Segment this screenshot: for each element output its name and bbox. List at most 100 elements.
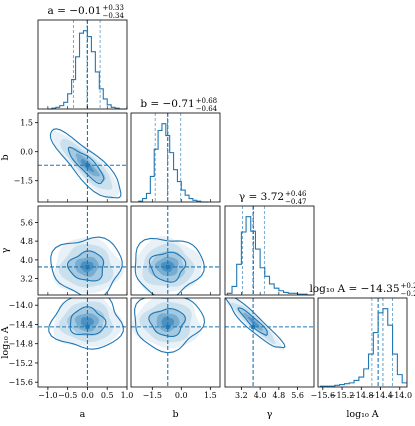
title-0: a = −0.01 xyxy=(48,5,102,17)
y-tick-label: 4.8 xyxy=(20,237,33,246)
contour-line xyxy=(225,298,286,349)
contour-line xyxy=(148,307,186,338)
histogram-step-line xyxy=(226,216,312,296)
x-axis-3: −15.6−15.2−14.8−14.4−14.0 log₁₀ A xyxy=(311,387,412,420)
scatter-panel-a-log₁₀ A xyxy=(37,297,128,388)
scatter-panel-a-γ xyxy=(37,205,128,296)
y-axis-label-2: γ xyxy=(0,247,11,253)
y-axis-1: −1.5 0.0 1.5 b xyxy=(0,119,38,186)
x-tick-label: −15.2 xyxy=(330,391,355,400)
contour-line xyxy=(134,237,205,295)
x-tick-label: −15.6 xyxy=(311,391,336,400)
density-layer xyxy=(38,298,127,387)
x-axis-label-3: log₁₀ A xyxy=(346,409,378,420)
x-tick-label: 4.0 xyxy=(254,391,267,400)
x-tick-label: −14.4 xyxy=(368,391,393,400)
truth-marker xyxy=(85,264,90,269)
y-axis-label-1: b xyxy=(0,154,11,160)
contour-line xyxy=(50,236,123,295)
x-tick-label: −1.5 xyxy=(143,391,162,400)
title-lower-error: −0.64 xyxy=(196,105,218,113)
x-axis-1: −1.5 0.0 1.5 b xyxy=(143,199,217,420)
scatter-panel-γ-log₁₀ A xyxy=(224,297,315,388)
y-tick-label: −15.2 xyxy=(8,359,33,368)
title-lower-error: −0.47 xyxy=(285,198,306,206)
y-tick-label: 3.2 xyxy=(20,275,33,284)
y-tick-label: −15.6 xyxy=(8,378,33,387)
y-tick-label: 4.0 xyxy=(20,256,33,265)
x-axis-0: −1.0 −0.5 0.0 0.5 1.0 a xyxy=(38,106,133,420)
x-tick-label: −1.0 xyxy=(38,391,57,400)
contour-line xyxy=(49,128,122,199)
panel-frame xyxy=(130,205,221,296)
density-fill xyxy=(161,316,175,328)
y-axis-label-3: log₁₀ A xyxy=(0,326,11,358)
y-tick-label: −1.5 xyxy=(14,177,33,186)
histogram-panel-2: γ = 3.72 +0.46−0.47 xyxy=(224,190,315,296)
scatter-panel-b-log₁₀ A xyxy=(130,297,221,388)
panel-frame xyxy=(224,205,315,296)
truth-marker xyxy=(165,324,170,329)
truth-marker xyxy=(85,163,90,168)
panel-frame xyxy=(130,112,221,203)
y-axis-3: −15.6 −15.2 −14.8 −14.4 −14.0 log₁₀ A xyxy=(0,301,38,387)
panel-frame xyxy=(224,297,315,388)
density-fill xyxy=(247,316,259,327)
panel-frame xyxy=(37,297,128,388)
title-lower-error: −0.23 xyxy=(401,290,415,298)
title-lower-error: −0.34 xyxy=(102,12,124,20)
y-tick-label: 5.6 xyxy=(20,218,33,227)
histogram-step-line xyxy=(138,123,209,203)
panel-frame xyxy=(37,19,128,110)
title-1: b = −0.71 xyxy=(140,98,194,110)
y-tick-label: 0.0 xyxy=(20,148,33,157)
x-tick-label: −0.5 xyxy=(58,391,77,400)
density-layer xyxy=(131,298,220,387)
title-upper-error: +0.33 xyxy=(102,4,123,12)
contour-line xyxy=(67,146,105,185)
x-tick-label: 5.6 xyxy=(291,391,304,400)
density-layer xyxy=(225,298,314,387)
contour-line xyxy=(237,307,268,336)
histogram-panel-0: a = −0.01 +0.33−0.34 xyxy=(37,4,128,110)
x-tick-label: −14.8 xyxy=(349,391,374,400)
title-3: log₁₀ A = −14.35 xyxy=(309,283,399,295)
panel-frame xyxy=(37,205,128,296)
x-tick-label: 0.0 xyxy=(81,391,94,400)
x-axis-2: 3.2 4.0 4.8 5.6 γ xyxy=(235,292,304,420)
x-tick-label: 0.0 xyxy=(175,391,188,400)
density-layer xyxy=(38,206,127,295)
contour-line xyxy=(48,298,124,350)
x-tick-label: 4.8 xyxy=(273,391,286,400)
title-2: γ = 3.72 xyxy=(239,191,284,203)
x-tick-label: 3.2 xyxy=(235,391,248,400)
y-axis-2: 3.2 4.0 4.8 5.6 γ xyxy=(0,218,38,284)
panel-frame xyxy=(37,112,128,203)
density-layer xyxy=(131,206,220,295)
truth-marker xyxy=(165,264,170,269)
x-axis-label-0: a xyxy=(80,409,86,420)
x-tick-label: −14.0 xyxy=(388,391,413,400)
x-tick-label: 0.5 xyxy=(101,391,114,400)
y-tick-label: −14.0 xyxy=(8,301,33,310)
x-tick-label: 1.5 xyxy=(204,391,217,400)
x-axis-label-2: γ xyxy=(267,409,273,420)
truth-marker xyxy=(85,324,90,329)
x-tick-label: 1.0 xyxy=(121,391,134,400)
y-tick-label: −14.4 xyxy=(8,320,33,329)
title-upper-error: +0.20 xyxy=(401,282,415,290)
contour-line xyxy=(69,306,107,336)
y-tick-label: 1.5 xyxy=(20,119,33,128)
truth-marker xyxy=(251,324,256,329)
histogram-panel-3: log₁₀ A = −14.35+0.20−0.23 xyxy=(309,282,415,388)
scatter-panel-b-γ xyxy=(130,205,221,296)
x-axis-label-1: b xyxy=(172,409,178,420)
scatter-panel-a-b xyxy=(37,112,128,203)
density-layer xyxy=(38,113,127,202)
panel-frame xyxy=(130,297,221,388)
title-upper-error: +0.46 xyxy=(285,190,307,198)
y-tick-label: −14.8 xyxy=(8,340,33,349)
title-upper-error: +0.68 xyxy=(196,97,217,105)
histogram-step-line xyxy=(319,308,407,387)
